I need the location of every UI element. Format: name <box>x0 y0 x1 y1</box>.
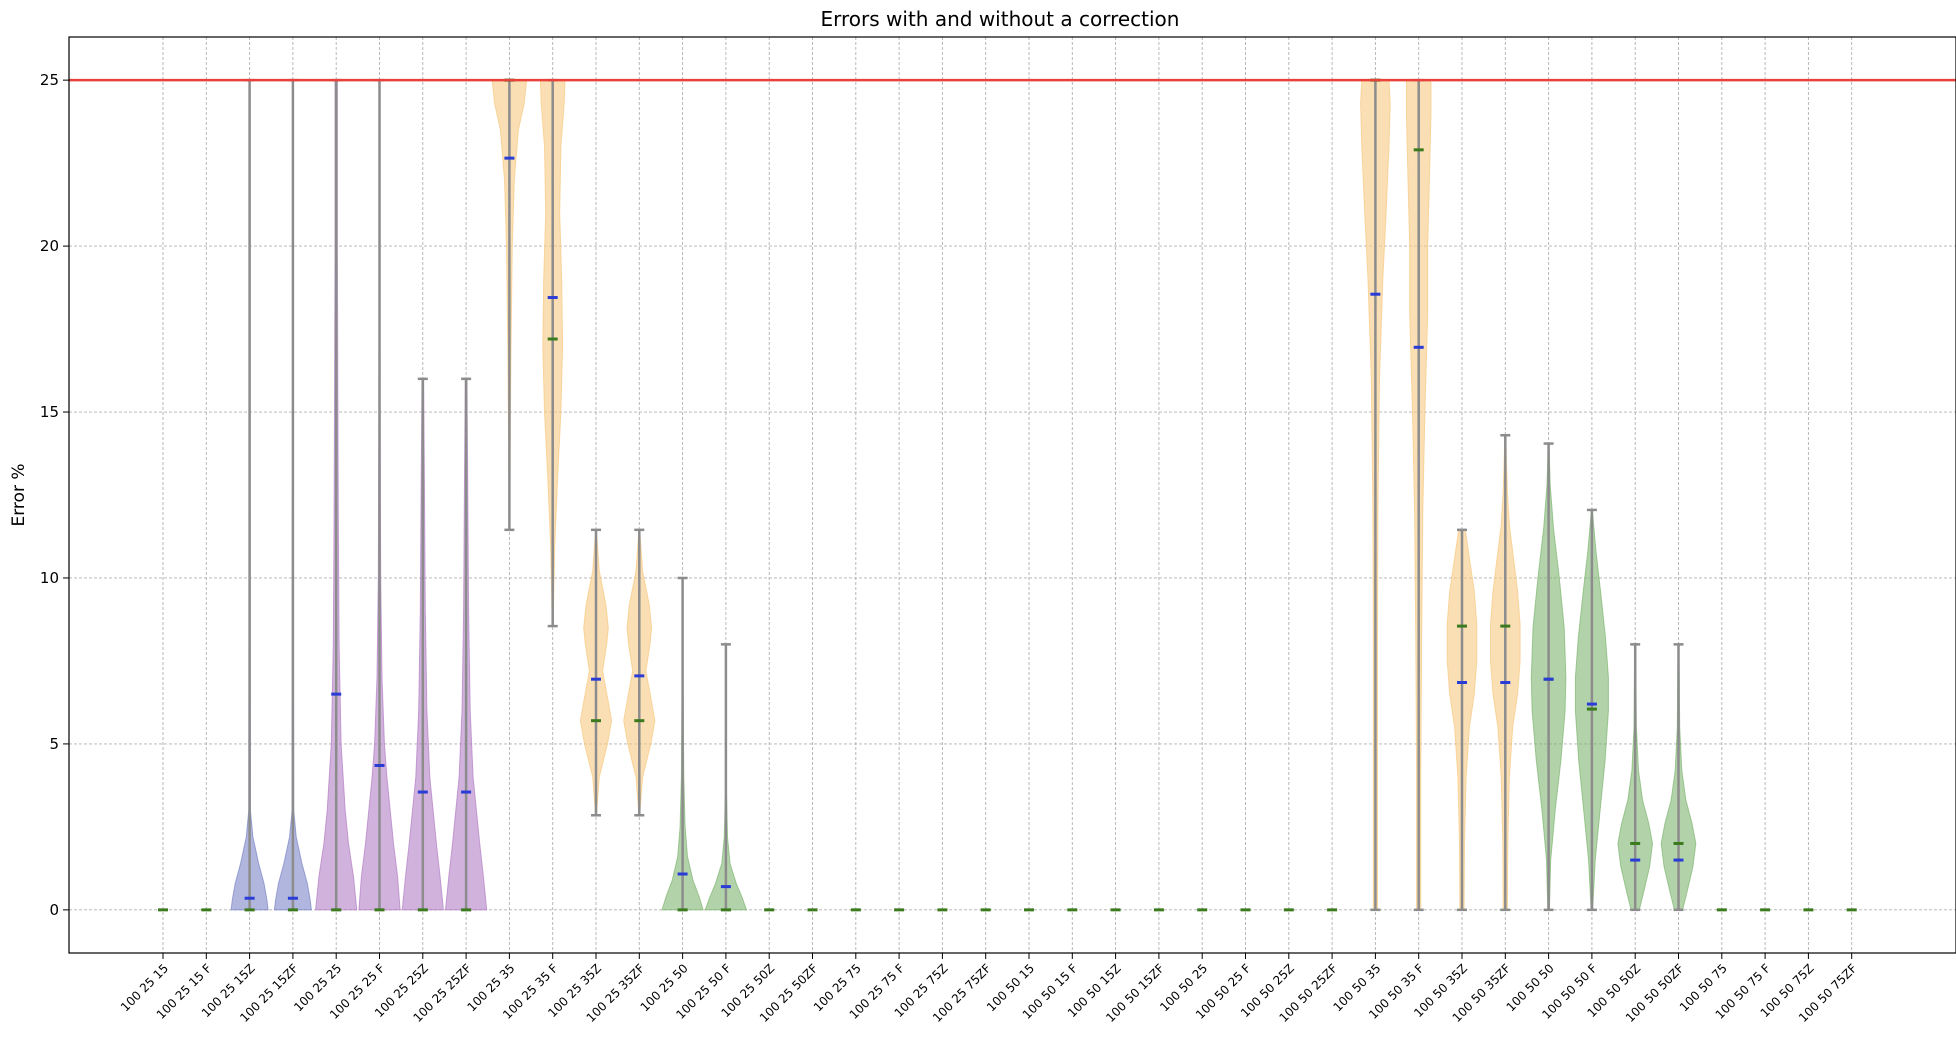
y-axis-ticks: 0 5 10 15 20 25 <box>40 71 69 919</box>
plot-frame <box>68 36 1956 954</box>
violins <box>158 78 1857 912</box>
y-tick-label: 0 <box>49 901 59 919</box>
y-axis-label: Error % <box>9 464 29 527</box>
y-tick-label: 20 <box>40 237 59 255</box>
chart-title: Errors with and without a correction <box>821 7 1180 31</box>
y-tick-label: 5 <box>49 735 59 753</box>
y-tick-label: 15 <box>40 403 59 421</box>
y-tick-label: 25 <box>40 71 59 89</box>
y-tick-label: 10 <box>40 569 59 587</box>
